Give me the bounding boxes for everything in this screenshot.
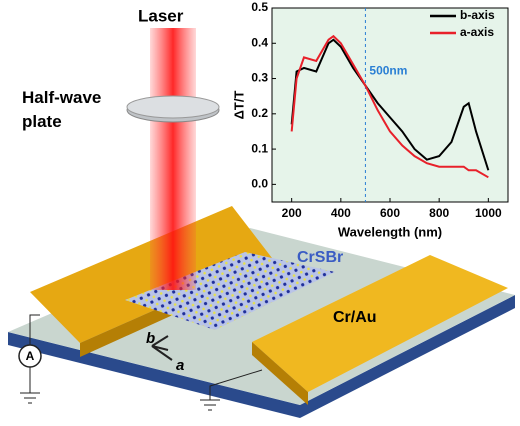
substrate-side: [8, 295, 515, 418]
axis-arrows: [151, 335, 173, 361]
legend-label: b-axis: [460, 8, 495, 22]
axis-a-label: a: [176, 357, 184, 374]
ground: [200, 369, 263, 411]
series-line: [290, 34, 489, 179]
laser-beam: [150, 28, 196, 290]
x-tick-label: 400: [331, 206, 351, 220]
right-electrode: [252, 255, 508, 392]
x-tick-label: 600: [380, 206, 400, 220]
y-tick-label: 0.0: [251, 177, 268, 191]
y-tick-label: 0.4: [251, 35, 268, 49]
right-electrode-side: [252, 342, 308, 405]
annotation-label: 500nm: [369, 64, 407, 78]
legend-label: a-axis: [460, 25, 494, 39]
y-tick-label: 0.5: [251, 0, 268, 14]
crystal-label: CrSBr: [297, 249, 343, 266]
plate-label: Half-wave plate: [22, 88, 102, 131]
x-tick-label: 800: [429, 206, 449, 220]
substrate-top: [8, 228, 515, 405]
x-tick-label: 1000: [475, 206, 502, 220]
y-tick-label: 0.1: [251, 141, 268, 155]
half-wave-plate-top: [126, 95, 220, 119]
x-tick-label: 200: [282, 206, 302, 220]
crystal: [125, 252, 335, 330]
wire: [29, 314, 40, 345]
series-line: [290, 38, 490, 171]
y-tick-label: 0.3: [251, 71, 268, 85]
meter-label: A: [26, 349, 35, 363]
y-axis-label: ΔT/T: [231, 91, 246, 120]
x-axis-label: Wavelength (nm): [338, 224, 442, 239]
laser-label: Laser: [138, 6, 184, 25]
ground: [20, 392, 40, 404]
electrode-label: Cr/Au: [333, 309, 377, 326]
y-tick-label: 0.2: [251, 106, 268, 120]
axis-b-label: b: [146, 330, 155, 347]
